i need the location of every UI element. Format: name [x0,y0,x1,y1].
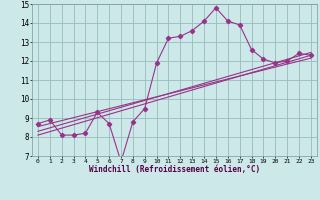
X-axis label: Windchill (Refroidissement éolien,°C): Windchill (Refroidissement éolien,°C) [89,165,260,174]
